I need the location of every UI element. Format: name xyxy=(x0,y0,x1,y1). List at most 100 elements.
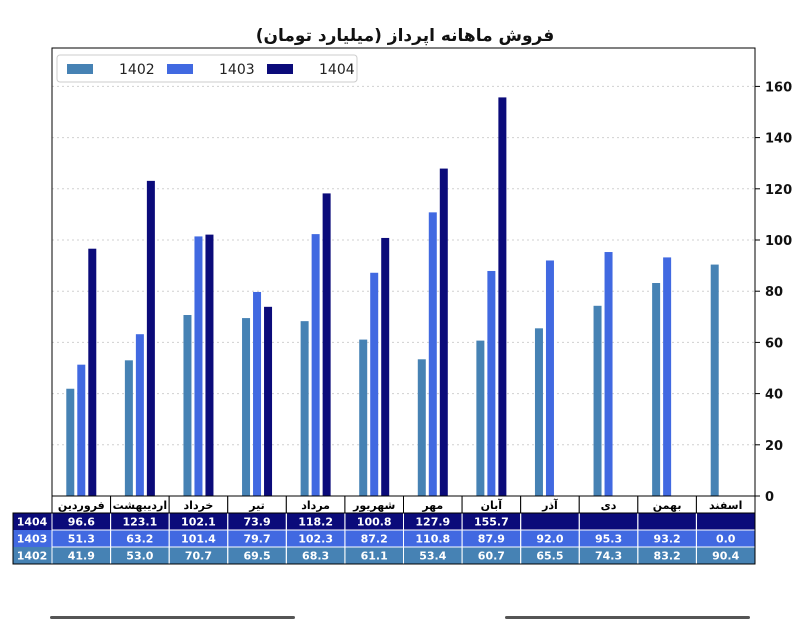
bar-1404-3 xyxy=(205,234,214,496)
bar-1404-1 xyxy=(88,248,97,496)
legend-swatch-1404 xyxy=(267,64,293,74)
y-tick-label: 160 xyxy=(765,80,792,95)
bar-1404-5 xyxy=(322,193,331,496)
table-cell-value: 83.2 xyxy=(654,550,681,563)
legend-swatch-1403 xyxy=(167,64,193,74)
table-cell-value: 92.0 xyxy=(536,533,563,546)
bar-1402-3 xyxy=(183,315,192,496)
table-cell-value: 123.1 xyxy=(122,516,157,529)
bar-1402-12 xyxy=(710,264,719,496)
bar-series xyxy=(66,97,719,497)
bar-1403-3 xyxy=(194,236,203,496)
bar-1403-1 xyxy=(77,364,86,496)
bar-1403-4 xyxy=(253,291,262,496)
bar-1404-8 xyxy=(498,97,507,497)
table-cell-value: 102.3 xyxy=(298,533,333,546)
bar-1403-10 xyxy=(604,252,613,496)
table-cell-value: 74.3 xyxy=(595,550,622,563)
bar-1402-5 xyxy=(300,321,309,496)
table-cell-value: 0.0 xyxy=(716,533,736,546)
table-cell-value: 79.7 xyxy=(243,533,270,546)
table-row-label: 1404 xyxy=(17,516,48,529)
bar-1402-10 xyxy=(593,305,602,496)
bar-1403-8 xyxy=(487,270,496,496)
grid-lines xyxy=(52,85,755,446)
table-cell-value: 61.1 xyxy=(361,550,388,563)
table-cell-value: 96.6 xyxy=(68,516,95,529)
table-header-label: دی xyxy=(601,499,617,512)
table-cell-value: 60.7 xyxy=(478,550,505,563)
bar-1402-11 xyxy=(652,283,661,496)
table-cell-value: 51.3 xyxy=(68,533,95,546)
table-cell-value: 87.2 xyxy=(361,533,388,546)
table-header-label: اردیبهشت xyxy=(113,499,167,512)
bar-1402-7 xyxy=(417,359,426,496)
y-tick-label: 140 xyxy=(765,132,792,147)
table-cell-value: 95.3 xyxy=(595,533,622,546)
table-cell-value: 102.1 xyxy=(181,516,216,529)
data-table: فروردین اردیبهشت خرداد تیر مرداد شهریور مهر آبا… xyxy=(12,495,756,565)
legend-label-1402: 1402 xyxy=(119,62,155,78)
legend-box xyxy=(56,54,358,83)
legend-label-1404: 1404 xyxy=(319,62,355,78)
table-header-label: بهمن xyxy=(653,499,682,512)
table-cell-value: 118.2 xyxy=(298,516,333,529)
y-tick-label: 60 xyxy=(765,336,783,351)
table-cell-value: 68.3 xyxy=(302,550,329,563)
table-header-label: خرداد xyxy=(184,499,214,512)
chart-title: فروش ماهانه اپرداز (میلیارد تومان) xyxy=(256,26,555,46)
table-row-label: 1402 xyxy=(17,550,48,563)
table-cell-value: 93.2 xyxy=(654,533,681,546)
bar-1402-1 xyxy=(66,388,75,496)
bar-1403-9 xyxy=(545,260,554,496)
table-header-label: مرداد xyxy=(301,499,330,512)
table-header-label: آذر xyxy=(541,498,558,512)
table-cell-value: 63.2 xyxy=(126,533,153,546)
bar-1402-6 xyxy=(359,339,368,496)
table-cell-value: 41.9 xyxy=(68,550,95,563)
table-row-1402 xyxy=(13,547,755,564)
table-header-label: فروردین xyxy=(58,499,105,512)
bar-1402-8 xyxy=(476,340,485,496)
bar-1404-2 xyxy=(146,180,155,496)
table-cell-value: 127.9 xyxy=(415,516,450,529)
y-tick-label: 0 xyxy=(765,490,774,505)
bar-1403-6 xyxy=(370,272,379,496)
table-cell-value: 70.7 xyxy=(185,550,212,563)
table-cell-value: 69.5 xyxy=(243,550,270,563)
bar-1403-2 xyxy=(135,334,144,496)
table-header-label: شهریور xyxy=(352,499,395,512)
y-tick-label: 80 xyxy=(765,285,783,300)
table-header-label: مهر xyxy=(421,499,443,512)
legend-label-1403: 1403 xyxy=(219,62,255,78)
y-tick-label: 40 xyxy=(765,388,783,403)
y-tick-label: 20 xyxy=(765,439,783,454)
table-cell-value: 101.4 xyxy=(181,533,216,546)
bar-1402-9 xyxy=(534,328,543,496)
bar-1404-6 xyxy=(381,237,390,496)
y-tick-label: 100 xyxy=(765,234,792,249)
table-cell-value: 155.7 xyxy=(474,516,509,529)
table-cell-value: 87.9 xyxy=(478,533,505,546)
table-cell-value: 53.4 xyxy=(419,550,446,563)
table-header-label: تیر xyxy=(248,499,264,512)
bar-1403-7 xyxy=(428,212,437,497)
bar-1403-5 xyxy=(311,234,320,496)
table-row-1403 xyxy=(13,530,755,547)
bar-1403-11 xyxy=(663,257,672,496)
legend: 1402 1403 1404 xyxy=(56,54,358,83)
table-cell-value: 73.9 xyxy=(243,516,270,529)
table-cell-value: 90.4 xyxy=(712,550,739,563)
legend-swatch-1402 xyxy=(67,64,93,74)
bar-1402-2 xyxy=(124,360,133,496)
table-border xyxy=(12,512,756,565)
bar-1404-7 xyxy=(439,168,448,497)
bar-1402-4 xyxy=(242,318,251,496)
table-header-label: آبان xyxy=(481,498,503,512)
scroll-indicator xyxy=(505,616,750,619)
table-cell-value: 53.0 xyxy=(126,550,153,563)
table-cell-value: 65.5 xyxy=(536,550,563,563)
table-row-label: 1403 xyxy=(17,533,48,546)
table-row-1404 xyxy=(13,513,755,530)
